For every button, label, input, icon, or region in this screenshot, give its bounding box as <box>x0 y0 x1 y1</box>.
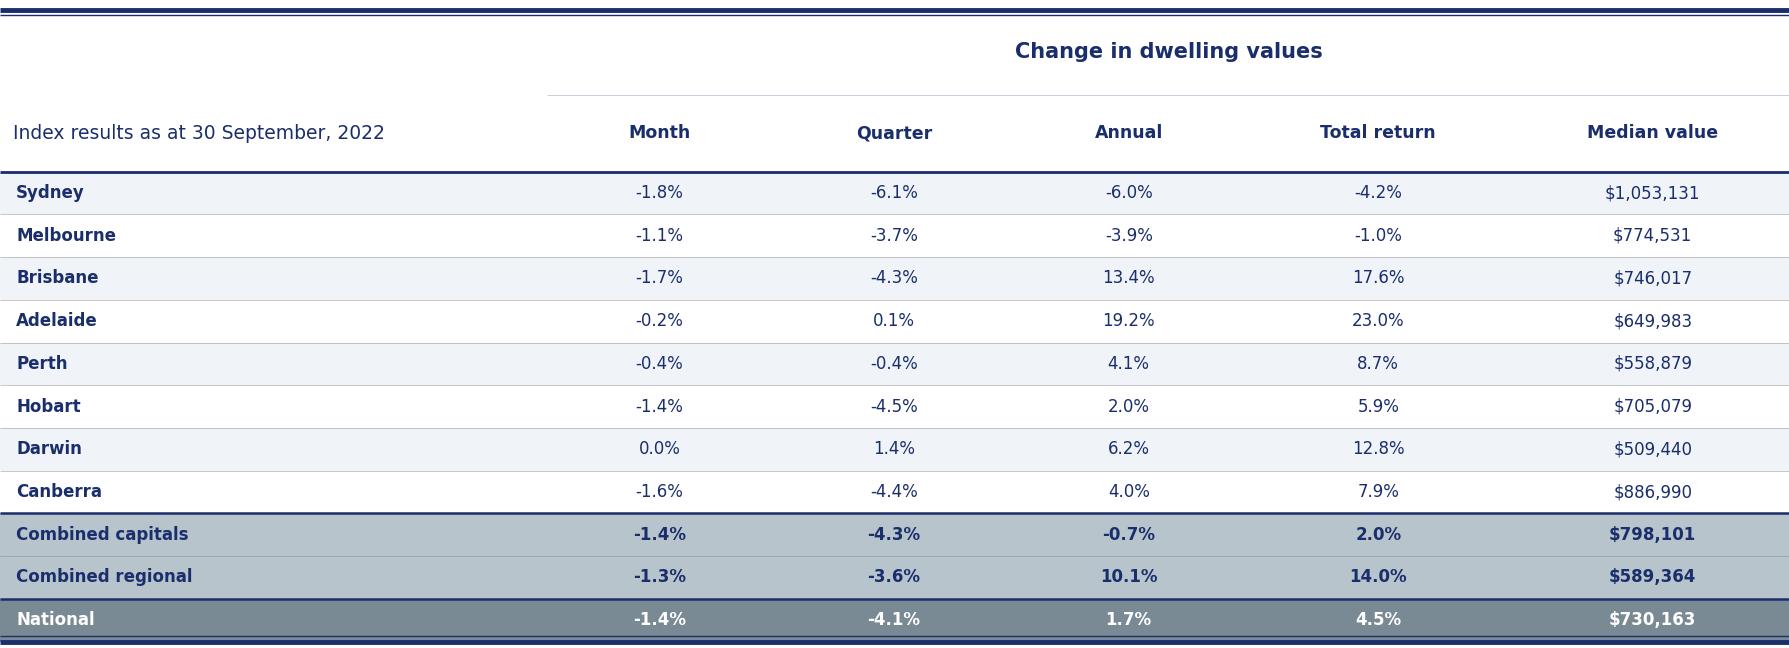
Text: 12.8%: 12.8% <box>1351 441 1404 458</box>
Bar <box>0 214 1789 257</box>
Text: Total return: Total return <box>1320 124 1435 143</box>
Bar <box>0 386 1789 428</box>
Text: 1.4%: 1.4% <box>873 441 914 458</box>
Text: 19.2%: 19.2% <box>1102 312 1154 330</box>
Text: -0.4%: -0.4% <box>635 355 683 373</box>
Text: Melbourne: Melbourne <box>16 227 116 245</box>
Bar <box>0 343 1789 386</box>
Text: -1.8%: -1.8% <box>635 184 683 202</box>
Text: Perth: Perth <box>16 355 68 373</box>
Text: Darwin: Darwin <box>16 441 82 458</box>
Text: -1.7%: -1.7% <box>635 270 683 288</box>
Text: Index results as at 30 September, 2022: Index results as at 30 September, 2022 <box>13 124 385 143</box>
Text: 13.4%: 13.4% <box>1102 270 1154 288</box>
Text: $509,440: $509,440 <box>1612 441 1691 458</box>
Text: -4.4%: -4.4% <box>869 483 918 501</box>
Text: 5.9%: 5.9% <box>1356 398 1399 415</box>
Text: Month: Month <box>628 124 691 143</box>
Text: $1,053,131: $1,053,131 <box>1605 184 1700 202</box>
Text: 4.0%: 4.0% <box>1107 483 1149 501</box>
Text: $705,079: $705,079 <box>1612 398 1691 415</box>
Bar <box>0 10 1789 172</box>
Text: -1.4%: -1.4% <box>633 611 685 629</box>
Bar <box>0 257 1789 300</box>
Text: -6.0%: -6.0% <box>1104 184 1152 202</box>
Text: National: National <box>16 611 95 629</box>
Text: -1.4%: -1.4% <box>633 526 685 544</box>
Text: $730,163: $730,163 <box>1608 611 1696 629</box>
Text: -4.3%: -4.3% <box>869 270 918 288</box>
Bar <box>0 513 1789 556</box>
Text: -1.3%: -1.3% <box>633 568 685 586</box>
Text: 7.9%: 7.9% <box>1356 483 1399 501</box>
Text: 23.0%: 23.0% <box>1351 312 1404 330</box>
Text: $746,017: $746,017 <box>1612 270 1691 288</box>
Text: Canberra: Canberra <box>16 483 102 501</box>
Text: -1.4%: -1.4% <box>635 398 683 415</box>
Bar <box>0 556 1789 599</box>
Text: Annual: Annual <box>1093 124 1163 143</box>
Bar <box>0 599 1789 642</box>
Text: -4.1%: -4.1% <box>868 611 920 629</box>
Text: 4.1%: 4.1% <box>1107 355 1149 373</box>
Text: 0.1%: 0.1% <box>873 312 914 330</box>
Text: 0.0%: 0.0% <box>639 441 680 458</box>
Text: Quarter: Quarter <box>855 124 932 143</box>
Text: $649,983: $649,983 <box>1612 312 1691 330</box>
Text: -3.6%: -3.6% <box>868 568 920 586</box>
Text: Combined capitals: Combined capitals <box>16 526 188 544</box>
Bar <box>0 428 1789 470</box>
Text: Sydney: Sydney <box>16 184 84 202</box>
Text: $558,879: $558,879 <box>1612 355 1691 373</box>
Text: -1.0%: -1.0% <box>1354 227 1401 245</box>
Text: -6.1%: -6.1% <box>869 184 918 202</box>
Text: $589,364: $589,364 <box>1608 568 1696 586</box>
Text: $886,990: $886,990 <box>1612 483 1691 501</box>
Text: 10.1%: 10.1% <box>1100 568 1157 586</box>
Text: 17.6%: 17.6% <box>1351 270 1404 288</box>
Text: -3.7%: -3.7% <box>869 227 918 245</box>
Text: -3.9%: -3.9% <box>1104 227 1152 245</box>
Text: Adelaide: Adelaide <box>16 312 98 330</box>
Text: Brisbane: Brisbane <box>16 270 98 288</box>
Text: -1.6%: -1.6% <box>635 483 683 501</box>
Text: Hobart: Hobart <box>16 398 81 415</box>
Text: 8.7%: 8.7% <box>1356 355 1399 373</box>
Text: -4.3%: -4.3% <box>868 526 920 544</box>
Text: -4.2%: -4.2% <box>1354 184 1401 202</box>
Text: 6.2%: 6.2% <box>1107 441 1149 458</box>
Text: -4.5%: -4.5% <box>869 398 918 415</box>
Bar <box>0 172 1789 214</box>
Bar <box>0 300 1789 343</box>
Text: -0.7%: -0.7% <box>1102 526 1154 544</box>
Text: 2.0%: 2.0% <box>1107 398 1149 415</box>
Text: 1.7%: 1.7% <box>1106 611 1150 629</box>
Text: Combined regional: Combined regional <box>16 568 193 586</box>
Text: 4.5%: 4.5% <box>1354 611 1401 629</box>
Text: 2.0%: 2.0% <box>1354 526 1401 544</box>
Text: 14.0%: 14.0% <box>1349 568 1406 586</box>
Text: -0.4%: -0.4% <box>869 355 918 373</box>
Bar <box>0 470 1789 513</box>
Text: -1.1%: -1.1% <box>635 227 683 245</box>
Text: -0.2%: -0.2% <box>635 312 683 330</box>
Text: $774,531: $774,531 <box>1612 227 1691 245</box>
Text: Change in dwelling values: Change in dwelling values <box>1014 43 1322 62</box>
Text: Median value: Median value <box>1587 124 1717 143</box>
Text: $798,101: $798,101 <box>1608 526 1696 544</box>
